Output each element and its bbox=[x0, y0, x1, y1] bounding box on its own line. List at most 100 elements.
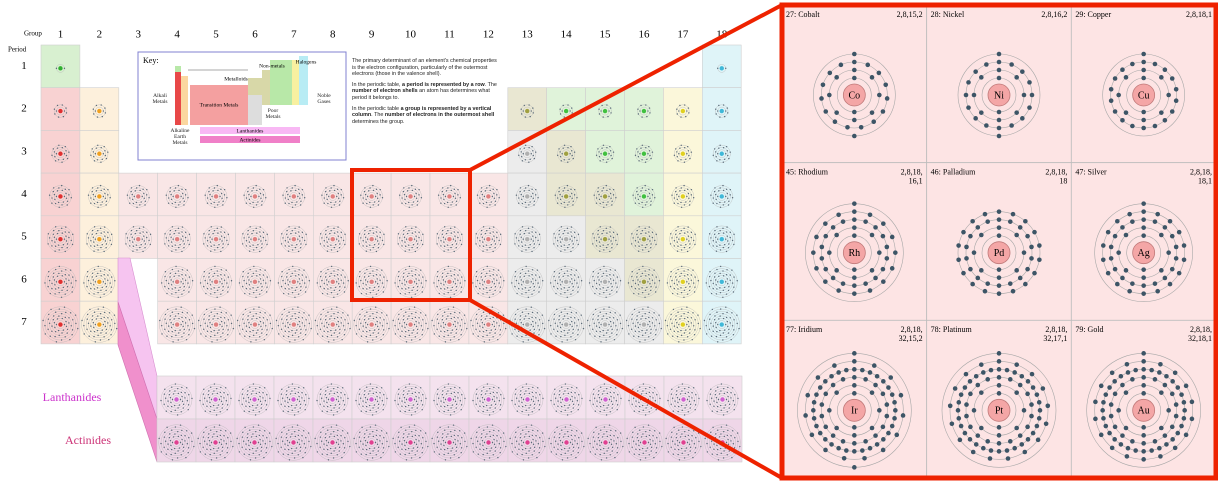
electron bbox=[292, 453, 293, 454]
electron bbox=[65, 107, 66, 108]
nucleus bbox=[253, 237, 257, 241]
electron bbox=[341, 274, 342, 275]
electron bbox=[179, 287, 180, 288]
electron bbox=[476, 233, 477, 234]
electron bbox=[719, 315, 720, 316]
electron bbox=[667, 400, 668, 401]
electron bbox=[419, 339, 420, 340]
electron bbox=[187, 443, 188, 444]
electron bbox=[403, 437, 404, 438]
electron bbox=[360, 280, 361, 281]
electron bbox=[146, 237, 147, 238]
electron bbox=[571, 430, 572, 431]
electron bbox=[291, 390, 292, 391]
electron bbox=[537, 312, 538, 313]
electron bbox=[559, 151, 560, 152]
electron bbox=[405, 293, 406, 294]
electron bbox=[606, 313, 607, 314]
electron bbox=[244, 411, 245, 412]
electron bbox=[51, 203, 52, 204]
electron bbox=[515, 314, 516, 315]
electron bbox=[88, 280, 89, 281]
electron bbox=[217, 204, 218, 205]
electron bbox=[225, 430, 226, 431]
electron bbox=[243, 237, 244, 238]
electron bbox=[285, 203, 286, 204]
electron bbox=[403, 319, 404, 320]
electron bbox=[598, 433, 599, 434]
electron bbox=[66, 198, 67, 199]
electron bbox=[485, 190, 486, 191]
electron bbox=[682, 410, 683, 411]
electron bbox=[464, 280, 465, 281]
electron bbox=[447, 273, 448, 274]
electron bbox=[337, 312, 338, 313]
electron bbox=[459, 312, 460, 313]
electron bbox=[230, 398, 231, 399]
electron bbox=[596, 449, 597, 450]
electron bbox=[281, 319, 282, 320]
electron bbox=[189, 234, 190, 235]
electron bbox=[638, 199, 639, 200]
electron bbox=[145, 201, 146, 202]
electron bbox=[143, 236, 144, 237]
electron bbox=[222, 450, 223, 451]
electron bbox=[148, 197, 149, 198]
electron bbox=[366, 331, 367, 332]
electron bbox=[444, 386, 445, 387]
electron bbox=[681, 292, 682, 293]
electron bbox=[337, 392, 338, 393]
electron bbox=[63, 159, 64, 160]
electron bbox=[259, 317, 260, 318]
electron bbox=[418, 232, 419, 233]
electron bbox=[691, 322, 692, 323]
electron bbox=[65, 278, 66, 279]
electron bbox=[166, 237, 167, 238]
electron bbox=[221, 401, 222, 402]
electron bbox=[256, 204, 257, 205]
electron bbox=[237, 320, 238, 321]
electron bbox=[364, 319, 365, 320]
electron bbox=[554, 314, 555, 315]
nucleus bbox=[720, 397, 724, 401]
electron bbox=[244, 427, 245, 428]
electron bbox=[361, 454, 362, 455]
electron bbox=[496, 232, 497, 233]
electron bbox=[457, 274, 458, 275]
electron bbox=[610, 193, 611, 194]
electron bbox=[648, 146, 649, 147]
electron bbox=[200, 282, 201, 283]
nucleus bbox=[97, 194, 101, 198]
electron bbox=[620, 398, 621, 399]
electron bbox=[288, 246, 289, 247]
electron bbox=[639, 110, 640, 111]
electron bbox=[642, 266, 643, 267]
electron bbox=[187, 269, 188, 270]
electron bbox=[107, 274, 108, 275]
electron bbox=[294, 407, 295, 408]
electron bbox=[322, 411, 323, 412]
electron bbox=[249, 312, 250, 313]
electron bbox=[528, 339, 529, 340]
electron bbox=[560, 156, 561, 157]
electron bbox=[619, 314, 620, 315]
electron bbox=[359, 243, 360, 244]
electron bbox=[477, 398, 478, 399]
electron bbox=[62, 104, 63, 105]
electron bbox=[601, 318, 602, 319]
electron bbox=[282, 398, 283, 399]
electron bbox=[677, 288, 678, 289]
electron bbox=[341, 232, 342, 233]
electron bbox=[104, 278, 105, 279]
electron bbox=[676, 394, 677, 395]
electron bbox=[574, 151, 575, 152]
electron bbox=[329, 276, 330, 277]
electron bbox=[461, 447, 462, 448]
electron bbox=[564, 202, 565, 203]
electron bbox=[290, 436, 291, 437]
electron bbox=[66, 155, 67, 156]
electron bbox=[683, 339, 684, 340]
electron bbox=[324, 325, 325, 326]
electron bbox=[679, 105, 680, 106]
electron bbox=[628, 325, 629, 326]
